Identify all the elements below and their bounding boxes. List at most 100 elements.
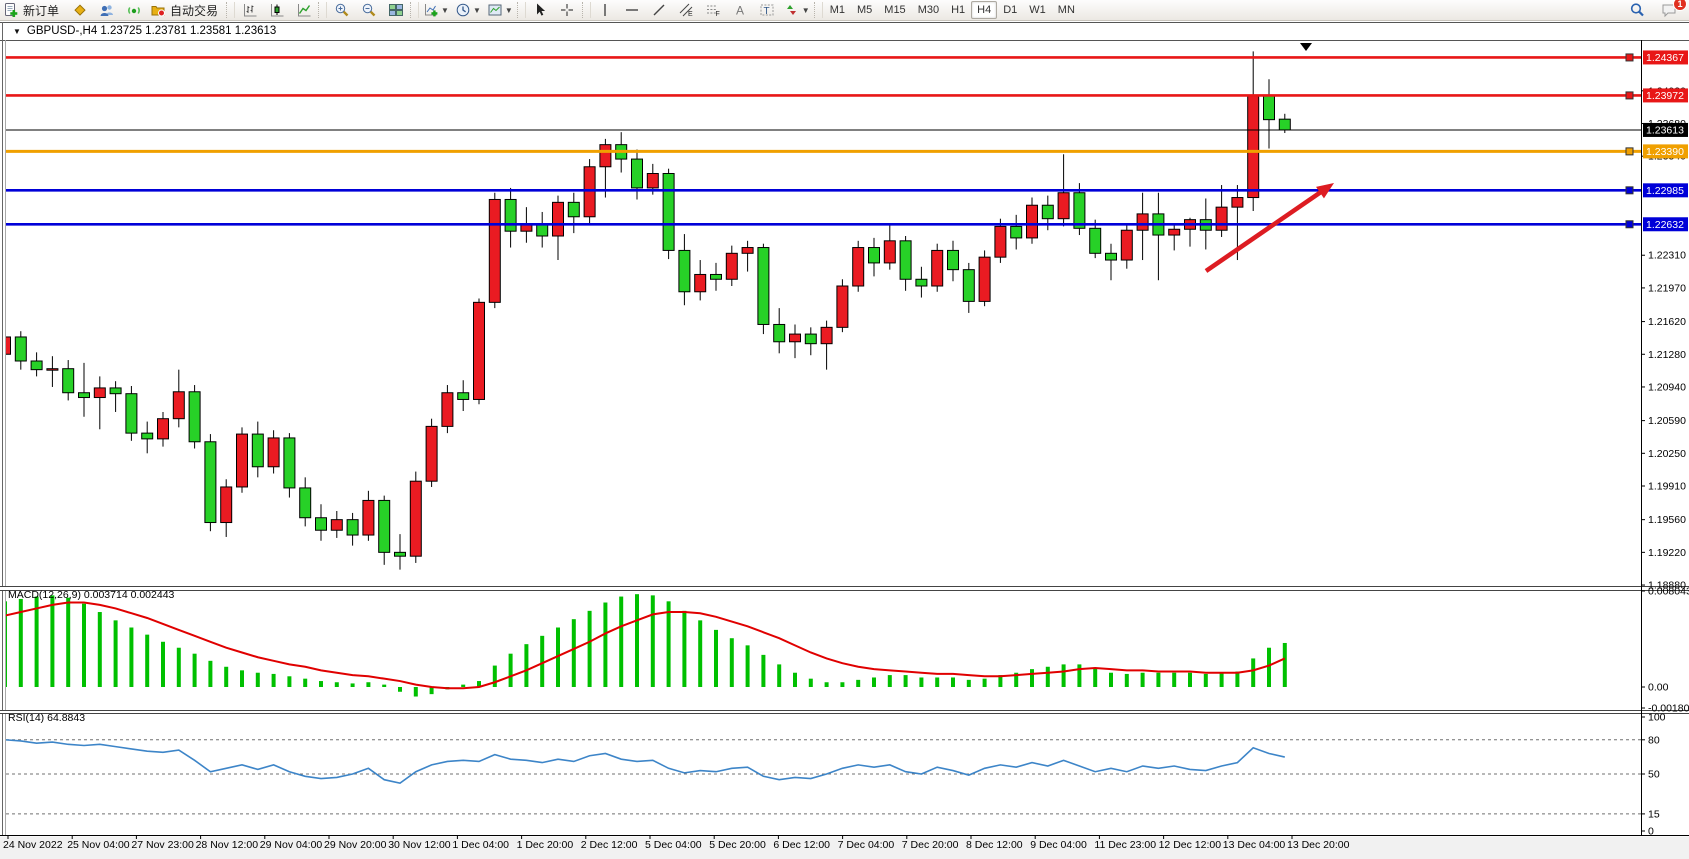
timeframe-button-mn[interactable]: MN [1057, 4, 1075, 16]
timeframe-button-m15[interactable]: M15 [884, 4, 906, 16]
search-icon [1630, 3, 1644, 17]
macd-histogram-bar [1140, 672, 1145, 687]
candle-body [567, 201, 580, 218]
notifications-button[interactable]: 1 [1656, 0, 1687, 20]
toolbar-separator [410, 2, 420, 18]
signals-button[interactable] [120, 0, 147, 20]
candle-body [46, 368, 59, 371]
chart-canvas[interactable]: 1.240201.236801.233401.223101.219701.216… [0, 20, 1689, 859]
timeframe-button-h1[interactable]: H1 [951, 4, 966, 16]
macd-histogram-bar [777, 664, 782, 687]
templates-dropdown[interactable]: ▼ [484, 0, 516, 20]
zoom-in-button[interactable] [328, 0, 355, 20]
horizontal-line-tool-button[interactable] [619, 0, 646, 20]
candle-body [868, 247, 880, 264]
new-chart-icon [425, 4, 438, 17]
trend-arrow-annotation[interactable] [1204, 183, 1334, 273]
timeframe-button-m30[interactable]: M30 [917, 4, 940, 16]
time-axis-label: 11 Dec 23:00 [1094, 839, 1156, 851]
search-button[interactable] [1623, 0, 1650, 20]
price-axis-tick-label: 1.21280 [1648, 349, 1686, 361]
candle-body [109, 387, 122, 395]
chart-menu-arrow-icon[interactable]: ▼ [13, 27, 21, 36]
timeframe-button-m1[interactable]: M1 [829, 4, 845, 16]
arrows-tool-dropdown[interactable]: ▼ [781, 0, 813, 20]
level-line-handle[interactable] [1625, 220, 1634, 229]
price-badge [1643, 144, 1688, 159]
candle-body [978, 256, 991, 302]
price-badge [1643, 183, 1688, 198]
level-line-handle[interactable] [1625, 147, 1634, 156]
candle-body [14, 336, 27, 362]
timeframe-button-d1[interactable]: D1 [1003, 4, 1018, 16]
level-line-handle[interactable] [1625, 91, 1634, 100]
macd-histogram-bar [872, 677, 876, 687]
market-watch-button[interactable] [66, 0, 93, 20]
rsi-indicator [6, 739, 1641, 815]
line-chart-type-button[interactable] [290, 0, 317, 20]
text-tool-button[interactable]: A [727, 0, 754, 20]
time-axis-label: 5 Dec 20:00 [709, 839, 766, 851]
candle-body [62, 368, 75, 394]
macd-histogram-bar [856, 679, 861, 687]
toolbar-separator [581, 2, 591, 18]
pane-separator[interactable] [0, 710, 1689, 713]
timeframe-button-group: M1 M5 M15 M30 H1 H4 D1 W1 MN [824, 1, 1081, 19]
price-badge-label: 1.22632 [1646, 219, 1684, 231]
zoom-out-button[interactable] [355, 0, 382, 20]
timeframe-button-m5[interactable]: M5 [857, 4, 873, 16]
fibonacci-tool-button[interactable]: F [700, 0, 727, 20]
candle-body [852, 247, 865, 287]
chart-header-text: GBPUSD-,H4 1.23725 1.23781 1.23581 1.236… [26, 25, 277, 37]
macd-indicator-label: MACD(12,26,9) 0.003714 0.002443 [8, 589, 175, 601]
price-badge-label: 1.24367 [1646, 52, 1684, 64]
periods-dropdown[interactable]: ▼ [452, 0, 484, 20]
rsi-axis-tick-label: 15 [1648, 808, 1660, 820]
fibonacci-icon: F [707, 5, 720, 18]
new-order-button[interactable]: 新订单 [0, 0, 66, 20]
candle-body [236, 433, 248, 488]
macd-histogram-bar [1061, 664, 1066, 687]
candle-body [346, 519, 359, 536]
template-icon [488, 4, 502, 16]
candle-body [488, 198, 501, 303]
macd-histogram-bar [161, 641, 165, 687]
macd-histogram-bar [1251, 658, 1256, 687]
trendline-tool-button[interactable] [646, 0, 673, 20]
candle-body [157, 418, 169, 440]
cursor-tool-button[interactable] [527, 0, 554, 20]
macd-histogram-bar [729, 638, 734, 687]
autotrading-button[interactable]: 自动交易 [147, 0, 225, 20]
candle-body [836, 285, 849, 328]
level-line-handle[interactable] [1625, 186, 1634, 195]
time-axis[interactable]: 24 Nov 2022 25 Nov 04:00 27 Nov 23:00 28 No… [3, 835, 1350, 851]
timeframe-button-h4[interactable]: H4 [971, 1, 998, 19]
level-line-handle[interactable] [1625, 53, 1634, 62]
vertical-line-tool-button[interactable] [592, 0, 619, 20]
line-chart-icon [297, 4, 311, 17]
bar-chart-type-button[interactable] [236, 0, 263, 20]
candle-body [931, 249, 944, 287]
equidistant-channel-tool-button[interactable]: E [673, 0, 700, 20]
timeframe-button-w1[interactable]: W1 [1029, 4, 1046, 16]
price-axis[interactable]: 1.240201.236801.233401.223101.219701.216… [1641, 85, 1689, 838]
tile-windows-button[interactable] [382, 0, 409, 20]
time-axis-label: 13 Dec 20:00 [1287, 839, 1350, 851]
price-badge-label: 1.23390 [1646, 146, 1684, 158]
candle-body [1168, 228, 1181, 236]
candle-body [631, 158, 643, 189]
new-chart-dropdown[interactable]: ▼ [420, 0, 452, 20]
candle-body [820, 326, 833, 345]
candlestick-chart-type-button[interactable] [263, 0, 290, 20]
clock-icon [456, 3, 470, 17]
pane-separator[interactable] [0, 586, 1689, 590]
time-axis-label: 7 Dec 20:00 [902, 839, 959, 851]
macd-histogram-bar [635, 594, 639, 687]
rsi-axis-tick-label: 0 [1648, 826, 1654, 838]
crosshair-tool-button[interactable] [554, 0, 581, 20]
text-label-tool-button[interactable]: T [754, 0, 781, 20]
navigator-button[interactable] [93, 0, 120, 20]
price-badge [1643, 88, 1688, 103]
chevron-down-icon: ▼ [801, 5, 810, 15]
rsi-line [6, 739, 1285, 784]
